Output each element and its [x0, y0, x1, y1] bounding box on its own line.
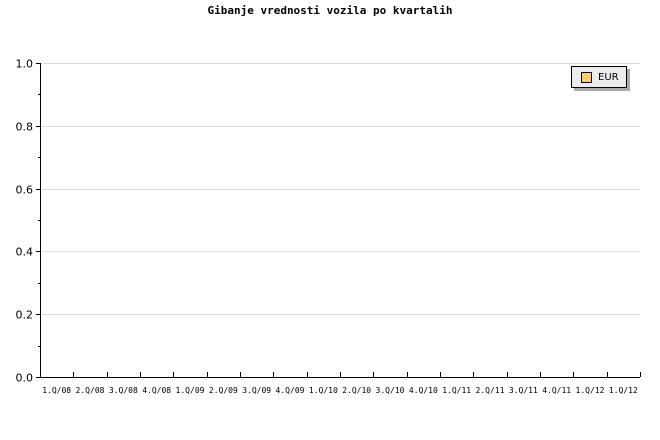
x-tick-label: 2.Q/08 [76, 386, 105, 395]
x-tick-label: 1.Q/12 [609, 386, 638, 395]
x-tick-label: 2.Q/09 [209, 386, 238, 395]
x-tick-label: 1.Q/12 [576, 386, 605, 395]
x-tick-label: 2.Q/11 [476, 386, 505, 395]
x-tick-label: 4.Q/08 [142, 386, 171, 395]
x-tick-label: 1.Q/09 [176, 386, 205, 395]
y-tick-label: 0.6 [16, 184, 34, 197]
x-tick-label: 1.Q/10 [309, 386, 338, 395]
x-tick-label: 3.Q/10 [376, 386, 405, 395]
x-tick-label: 4.Q/10 [409, 386, 438, 395]
x-tick-label: 3.Q/08 [109, 386, 138, 395]
y-tick-label: 0.2 [16, 309, 34, 322]
legend-label-eur: EUR [598, 71, 619, 83]
legend-swatch-eur [581, 71, 592, 83]
x-tick-label: 2.Q/10 [342, 386, 371, 395]
x-tick-label: 1.Q/11 [442, 386, 471, 395]
legend: EUR [571, 66, 627, 88]
x-tick-label: 3.Q/09 [242, 386, 271, 395]
y-tick-label: 0.8 [16, 121, 34, 134]
y-tick-label: 1.0 [16, 58, 34, 71]
x-tick-label: 4.Q/09 [276, 386, 305, 395]
x-tick-label: 3.Q/11 [509, 386, 538, 395]
chart-title: Gibanje vrednosti vozila po kvartalih [207, 4, 453, 17]
y-tick-label: 0.4 [16, 246, 34, 259]
y-tick-label: 0.0 [16, 372, 34, 385]
x-tick-label: 1.Q/08 [42, 386, 71, 395]
x-tick-label: 4.Q/11 [542, 386, 571, 395]
